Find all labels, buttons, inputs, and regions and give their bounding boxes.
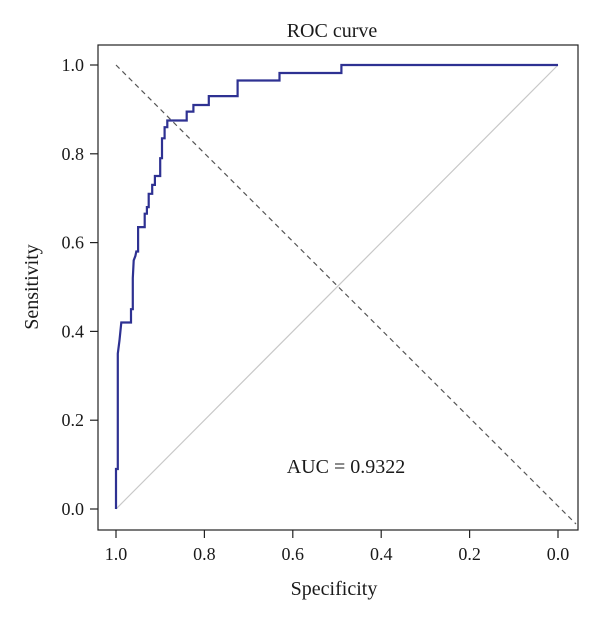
x-tick-label: 0.8 <box>193 544 216 564</box>
x-tick-label: 0.6 <box>282 544 305 564</box>
plot-layer: 1.0 0.8 0.6 0.4 0.2 0.0 0.0 0.2 0.4 0.6 0.8 1.0 <box>62 44 579 564</box>
y-tick-label: 0.4 <box>62 321 85 341</box>
chance-diagonal-line <box>115 64 559 510</box>
x-tick-label: 0.2 <box>458 544 481 564</box>
x-tick-label: 0.0 <box>547 544 570 564</box>
y-tick-label: 0.6 <box>62 233 85 253</box>
roc-curve-line <box>114 63 558 509</box>
plot-frame <box>97 44 579 531</box>
y-tick-label: 1.0 <box>62 55 85 75</box>
y-tick-label: 0.2 <box>62 410 85 430</box>
dashed-reference-line <box>115 64 577 525</box>
x-tick-label: 0.4 <box>370 544 393 564</box>
x-axis-label: Specificity <box>291 578 378 600</box>
chart-title: ROC curve <box>287 20 378 42</box>
y-tick-label: 0.0 <box>62 499 85 519</box>
x-tick-label: 1.0 <box>105 544 128 564</box>
auc-annotation: AUC = 0.9322 <box>287 456 406 478</box>
y-axis-label: Sensitivity <box>21 244 43 330</box>
y-tick-label: 0.8 <box>62 144 85 164</box>
